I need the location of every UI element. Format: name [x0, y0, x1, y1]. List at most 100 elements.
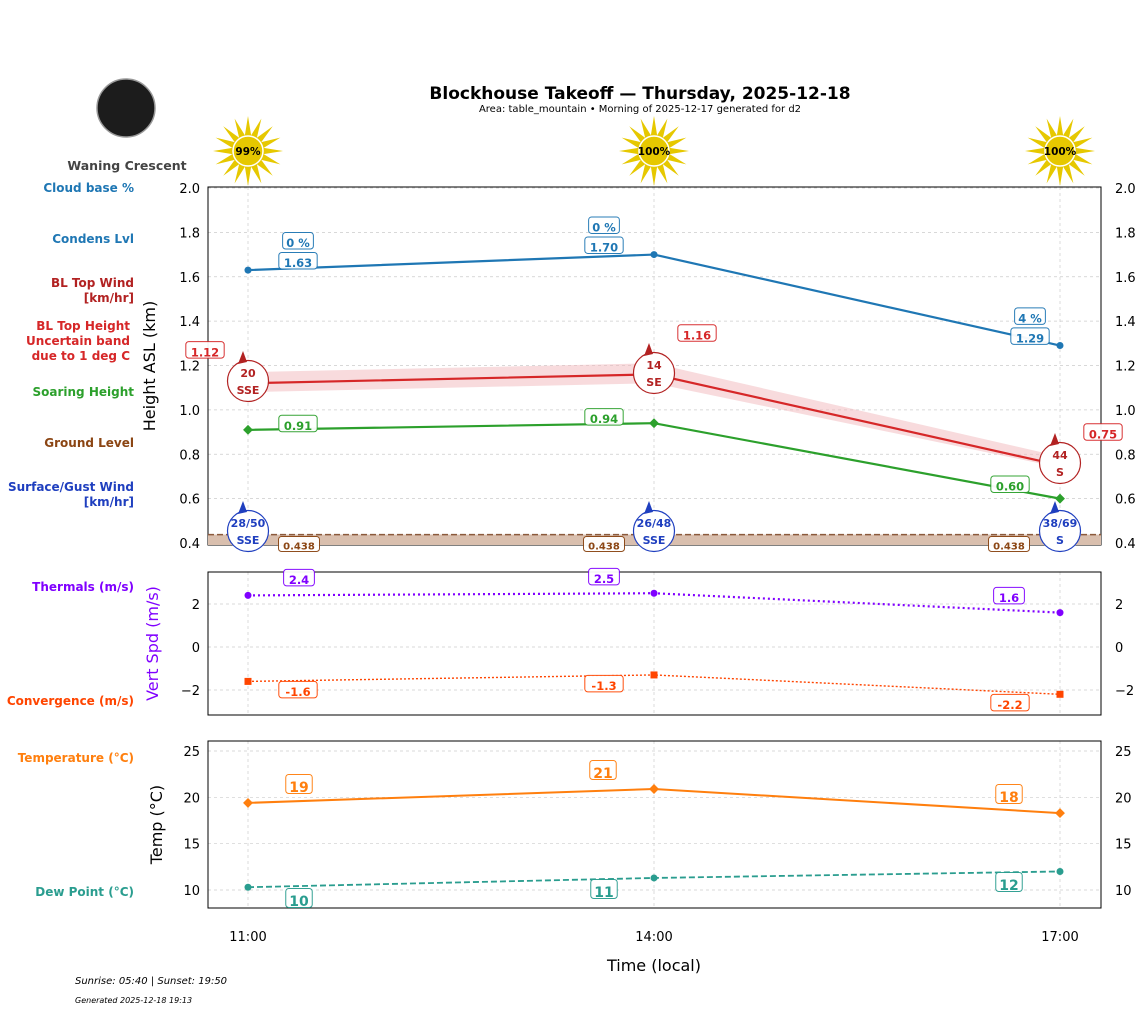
condens-value-label-box: [1010, 327, 1050, 345]
convergence-point: [1056, 690, 1064, 698]
row-label: Condens Lvl: [52, 232, 134, 246]
sun-times: Sunrise: 05:40 | Sunset: 19:50: [75, 976, 227, 987]
sun-cloud-label: 100%: [1044, 146, 1077, 158]
sun-disc: [232, 135, 264, 167]
temperature-value-label-box: [589, 760, 617, 780]
thermals-value-label-box: [993, 586, 1025, 605]
ground-value-label-box: [583, 536, 625, 552]
soaring-point: [649, 418, 659, 429]
bl-top-value-label-box: [1083, 423, 1123, 441]
y-tick-label-left: 1.8: [179, 226, 200, 241]
y-tick-label-left: 0.8: [179, 448, 200, 463]
y-axis-label: Vert Spd (m/s): [143, 586, 162, 701]
convergence-point: [650, 671, 658, 679]
ground-value-label-box: [278, 536, 320, 552]
y-tick-label-right: 2: [1115, 598, 1123, 613]
row-label: Thermals (m/s): [32, 580, 134, 594]
surface-wind-badge-circle: [632, 509, 676, 553]
bl-top-value-label: 1.16: [683, 328, 711, 342]
bl-top-uncertainty-band: [248, 363, 1060, 468]
condens-point: [1056, 342, 1064, 350]
y-tick-label-right: 1.6: [1115, 271, 1136, 286]
y-tick-label-right: 15: [1115, 838, 1132, 853]
bl-top-wind-badge-circle: [226, 359, 270, 403]
cloud-base-pct-label-box: [588, 216, 620, 234]
y-tick-label-left: 2.0: [179, 182, 200, 197]
moon-phase-label: Waning Crescent: [67, 158, 186, 173]
convergence-value-label: -2.2: [997, 698, 1022, 712]
y-tick-label-left: 20: [183, 791, 200, 806]
wind-arrow-icon: [1050, 501, 1059, 514]
condens-point: [650, 251, 658, 259]
cloud-base-pct-label: 0 %: [592, 221, 616, 235]
y-axis-label: Height ASL (km): [140, 301, 159, 431]
panel-frame: [207, 571, 1102, 716]
y-tick-label-right: 20: [1115, 791, 1132, 806]
surface-wind-badge-circle: [1038, 509, 1082, 553]
condens-value-label: 1.29: [1016, 332, 1044, 346]
y-tick-label-left: 0.4: [179, 537, 200, 552]
y-tick-label-left: 0.6: [179, 493, 200, 508]
convergence-value-label-box: [990, 693, 1030, 712]
condens-value-label: 1.70: [590, 241, 618, 255]
wind-speed: 38/69: [1043, 517, 1078, 530]
row-label: Dew Point (°C): [35, 885, 134, 899]
temperature-point: [1055, 808, 1065, 819]
cloud-base-pct-label: 0 %: [286, 236, 310, 250]
temperature-value-label-box: [285, 774, 313, 794]
row-label: Uncertain band: [26, 334, 130, 348]
y-tick-label-right: 10: [1115, 884, 1132, 899]
condens-point: [244, 266, 252, 274]
panel-frame: [207, 740, 1102, 909]
sun-cloud-label: 99%: [235, 146, 261, 158]
convergence-line: [247, 674, 1061, 695]
row-label: Temperature (°C): [18, 751, 134, 765]
cloud-base-pct-label-box: [1014, 307, 1046, 325]
bl-top-wind-badge: 14 SE: [632, 343, 676, 395]
x-tick-label: 17:00: [1041, 930, 1078, 945]
soaring-value-label-box: [278, 414, 318, 433]
temperature-value-label: 18: [999, 790, 1018, 806]
ground-value-label: 0.438: [283, 542, 315, 553]
bl-top-value-label: 0.75: [1089, 427, 1117, 441]
x-tick-label: 11:00: [229, 930, 266, 945]
y-tick-label-right: 1.2: [1115, 360, 1136, 375]
condens-value-label-box: [584, 236, 624, 254]
soaring-point: [1055, 493, 1065, 504]
convergence-point: [244, 677, 252, 685]
dew-point-value-label: 10: [289, 894, 309, 910]
dew-point-point: [650, 874, 658, 882]
y-tick-label-left: −2: [181, 684, 200, 699]
y-tick-label-left: 1.2: [179, 360, 200, 375]
surface-wind-badge: 28/50 SSE: [226, 501, 270, 553]
cloud-base-pct-label: 4 %: [1018, 312, 1042, 326]
thermals-value-label: 2.5: [594, 572, 614, 586]
y-tick-label-right: 1.8: [1115, 226, 1136, 241]
row-label: due to 1 deg C: [32, 349, 131, 363]
y-tick-label-left: 25: [183, 745, 200, 760]
sun-cloud-label: 100%: [638, 146, 671, 158]
convergence-value-label: -1.3: [591, 679, 616, 693]
row-label: Soaring Height: [33, 385, 135, 399]
soaring-point: [243, 424, 253, 435]
soaring-value-label-box: [584, 408, 624, 426]
bl-top-wind-badge: 44 S: [1038, 433, 1082, 485]
wind-direction: SSE: [237, 534, 260, 547]
chart-subtitle: Area: table_mountain • Morning of 2025-1…: [479, 104, 801, 115]
soaring-value-label: 0.60: [996, 480, 1024, 494]
ground-value-label: 0.438: [588, 542, 620, 553]
row-label: Cloud base %: [43, 181, 134, 195]
thermals-value-label: 2.4: [289, 573, 309, 587]
soaring-value-label: 0.91: [284, 419, 312, 433]
y-tick-label-right: 2.0: [1115, 182, 1136, 197]
row-label: Ground Level: [44, 436, 134, 450]
y-tick-label-left: 2: [192, 598, 200, 613]
y-tick-label-right: 0.6: [1115, 493, 1136, 508]
y-tick-label-right: −2: [1115, 684, 1134, 699]
dew-point-value-label: 11: [594, 885, 613, 901]
soaring-value-label-box: [990, 475, 1030, 493]
wind-speed: 28/50: [231, 517, 266, 530]
chart-title: Blockhouse Takeoff — Thursday, 2025-12-1…: [429, 84, 850, 104]
